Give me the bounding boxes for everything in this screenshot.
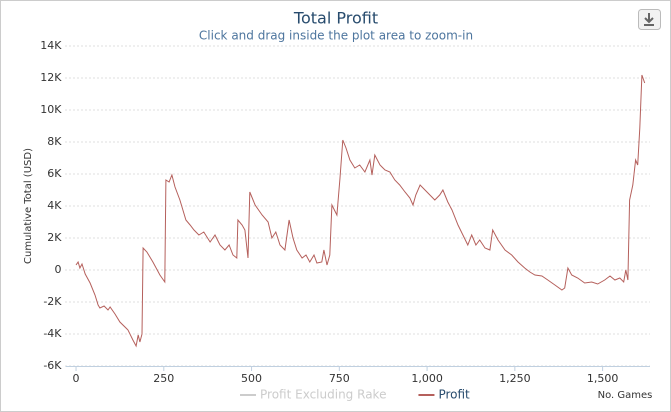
x-tick-label: 1,000 [411, 372, 443, 385]
y-tick-label: 6K [47, 167, 62, 180]
y-tick-label: -4K [43, 327, 62, 340]
y-tick-label: 2K [47, 231, 62, 244]
y-tick-label: 12K [40, 71, 62, 84]
x-tick-label: 500 [241, 372, 262, 385]
y-tick-label: -6K [43, 359, 62, 372]
chart-subtitle: Click and drag inside the plot area to z… [199, 29, 473, 43]
x-tick-label: 1,500 [587, 372, 619, 385]
legend-label[interactable]: Profit [438, 388, 470, 402]
legend-label[interactable]: Profit Excluding Rake [260, 388, 386, 402]
x-tick-label: 250 [153, 372, 174, 385]
y-tick-label: 4K [47, 199, 62, 212]
x-tick-label: 1,250 [499, 372, 531, 385]
data-line [75, 74, 646, 348]
y-axis-title: Cumulative Total (USD) [23, 148, 34, 264]
x-axis-title: No. Games [598, 390, 653, 401]
export-button[interactable] [638, 9, 661, 30]
x-tick-label: 0 [73, 372, 80, 385]
y-tick-label: 0 [55, 263, 62, 276]
y-tick-label: 14K [40, 39, 62, 52]
y-tick-label: -2K [43, 295, 62, 308]
chart-title: Total Profit [293, 9, 378, 28]
x-tick-label: 750 [329, 372, 350, 385]
y-tick-label: 10K [40, 103, 62, 116]
y-tick-label: 8K [47, 135, 62, 148]
